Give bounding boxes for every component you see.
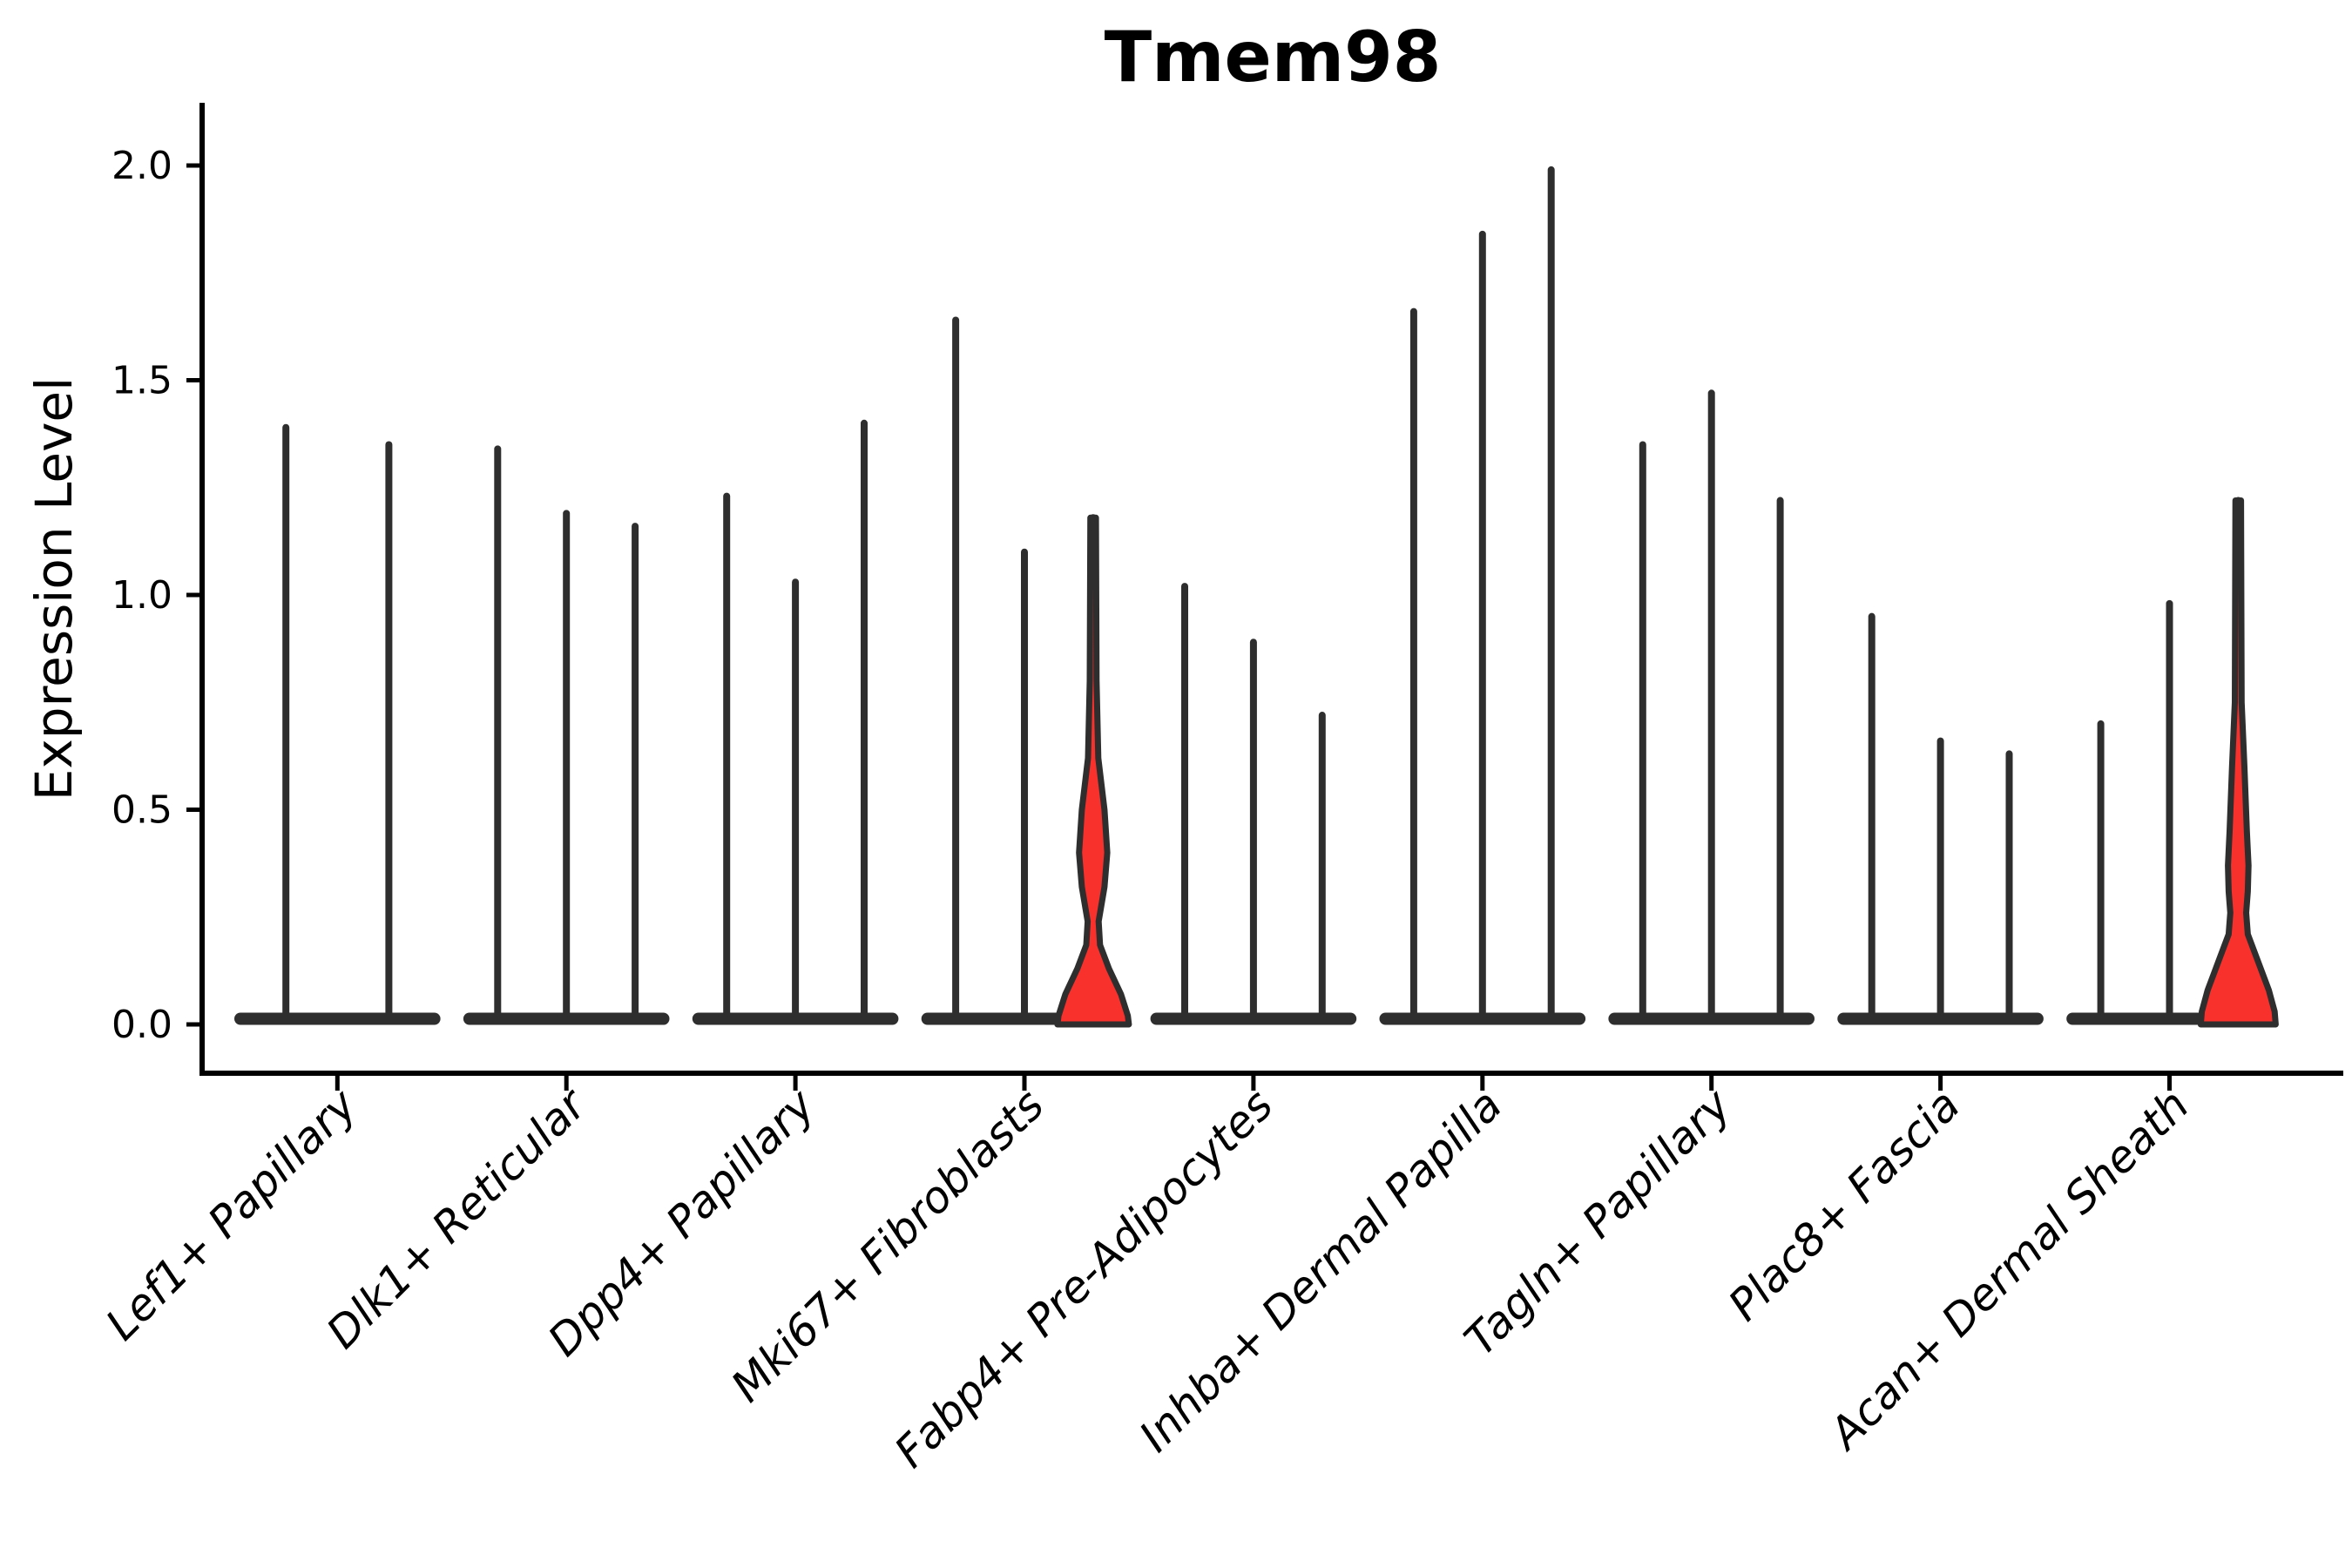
x-tick-label: Fabp4+ Pre-Adipocytes	[885, 1079, 1283, 1477]
x-tick-label: Plac8+ Fascia	[1719, 1079, 1970, 1330]
violin-group	[234, 423, 441, 1025]
x-tick-label: Inhba+ Dermal Papilla	[1130, 1079, 1511, 1461]
y-tick-label: 0.5	[112, 788, 172, 833]
violin-group	[1150, 583, 1357, 1025]
y-tick-label: 0.0	[112, 1003, 172, 1047]
y-axis-ticks	[186, 163, 202, 1027]
highlighted-violin	[2197, 497, 2279, 1028]
axes-spines	[199, 103, 2343, 1076]
violins	[234, 166, 2279, 1028]
chart-title: Tmem98	[1104, 17, 1442, 98]
violin-group	[463, 445, 670, 1025]
x-axis-ticks	[335, 1073, 2172, 1091]
x-tick-label: Acan+ Dermal Sheath	[1818, 1079, 2199, 1460]
highlighted-violin	[1054, 514, 1132, 1028]
violin-group	[921, 316, 1132, 1028]
y-axis-tick-labels: 2.0 1.5 1.0 0.5 0.0	[112, 144, 172, 1047]
violin-group	[2066, 497, 2279, 1028]
y-tick-label: 1.0	[112, 573, 172, 618]
violin-group	[1608, 389, 1815, 1025]
y-tick-label: 1.5	[112, 359, 172, 403]
y-tick-label: 2.0	[112, 144, 172, 188]
violin-base	[234, 1012, 441, 1025]
x-tick-label: Lef1+ Papillary	[96, 1078, 367, 1349]
violin-group	[1837, 612, 2044, 1025]
violin-group	[692, 419, 899, 1025]
violin-group	[1379, 166, 1586, 1025]
